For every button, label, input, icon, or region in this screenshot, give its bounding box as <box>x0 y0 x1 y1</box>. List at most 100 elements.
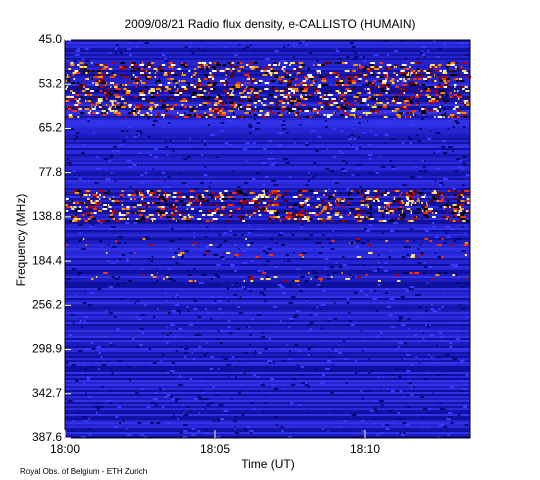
spectrogram-pixel <box>263 206 265 208</box>
spectrogram-pixel <box>416 102 420 104</box>
spectrogram-pixel <box>344 56 346 58</box>
spectrogram-pixel <box>96 412 98 414</box>
spectrogram-pixel <box>253 78 257 80</box>
spectrogram-pixel <box>326 114 331 116</box>
spectrogram-pixel <box>130 70 134 72</box>
spectrogram-pixel <box>396 102 402 104</box>
spectrogram-pixel <box>110 226 116 228</box>
spectrogram-pixel <box>462 162 466 164</box>
spectrogram-pixel <box>219 342 223 344</box>
spectrogram-pixel <box>289 110 295 112</box>
spectrogram-pixel <box>274 76 279 78</box>
spectrogram-pixel <box>236 62 240 64</box>
spectrogram-pixel <box>183 216 187 218</box>
spectrogram-row <box>65 364 470 366</box>
spectrogram-pixel <box>196 334 198 336</box>
spectrogram-pixel <box>298 190 302 192</box>
spectrogram-pixel <box>203 274 207 276</box>
y-tick-label: 65.2 <box>39 121 63 135</box>
spectrogram-pixel <box>365 80 368 82</box>
spectrogram-pixel <box>344 56 350 58</box>
spectrogram-pixel <box>227 62 233 64</box>
spectrogram-pixel <box>305 44 308 46</box>
spectrogram-pixel <box>290 100 294 102</box>
spectrogram-pixel <box>204 112 207 114</box>
spectrogram-pixel <box>414 76 418 78</box>
spectrogram-pixel <box>389 210 394 212</box>
spectrogram-pixel <box>173 204 175 206</box>
spectrogram-pixel <box>263 210 269 212</box>
spectrogram-row <box>65 392 470 394</box>
spectrogram-pixel <box>189 138 192 140</box>
spectrogram-pixel <box>285 162 290 164</box>
spectrogram-pixel <box>231 266 234 268</box>
spectrogram-pixel <box>199 198 204 200</box>
spectrogram-pixel <box>417 198 420 200</box>
spectrogram-pixel <box>341 62 345 64</box>
spectrogram-pixel <box>216 264 221 266</box>
spectrogram-pixel <box>314 314 317 316</box>
spectrogram-pixel <box>101 386 104 388</box>
spectrogram-pixel <box>397 280 401 282</box>
spectrogram-pixel <box>154 76 156 78</box>
spectrogram-pixel <box>167 66 172 68</box>
spectrogram-pixel <box>370 130 372 132</box>
spectrogram-pixel <box>408 382 412 384</box>
spectrogram-pixel <box>434 80 437 82</box>
spectrogram-pixel <box>207 84 213 86</box>
spectrogram-pixel <box>318 84 323 86</box>
spectrogram-pixel <box>83 86 85 88</box>
spectrogram-pixel <box>378 66 383 68</box>
spectrogram-pixel <box>316 284 321 286</box>
spectrogram-pixel <box>343 98 346 100</box>
spectrogram-pixel <box>257 352 262 354</box>
spectrogram-pixel <box>195 178 197 180</box>
spectrogram-pixel <box>207 214 213 216</box>
spectrogram-pixel <box>252 192 256 194</box>
spectrogram-pixel <box>391 166 396 168</box>
spectrogram-row <box>65 224 470 226</box>
spectrogram-pixel <box>174 252 178 254</box>
spectrogram-pixel <box>156 80 161 82</box>
spectrogram-pixel <box>178 328 183 330</box>
spectrogram-pixel <box>347 90 352 92</box>
spectrogram-pixel <box>192 86 196 88</box>
spectrogram-pixel <box>252 198 258 200</box>
spectrogram-pixel <box>236 366 238 368</box>
spectrogram-pixel <box>390 66 393 68</box>
spectrogram-pixel <box>353 128 355 130</box>
spectrogram-pixel <box>439 402 443 404</box>
spectrogram-pixel <box>148 66 151 68</box>
spectrogram-pixel <box>215 156 219 158</box>
spectrogram-pixel <box>363 74 368 76</box>
spectrogram-pixel <box>136 130 142 132</box>
spectrogram-pixel <box>195 366 198 368</box>
spectrogram-pixel <box>166 276 169 278</box>
spectrogram-pixel <box>89 110 92 112</box>
spectrogram-pixel <box>246 92 251 94</box>
spectrogram-pixel <box>317 242 322 244</box>
spectrogram-row <box>65 128 470 130</box>
spectrogram-row <box>65 94 470 96</box>
spectrogram-pixel <box>212 78 215 80</box>
spectrogram-pixel <box>215 102 220 104</box>
spectrogram-pixel <box>460 108 463 110</box>
spectrogram-pixel <box>253 374 257 376</box>
spectrogram-pixel <box>455 158 461 160</box>
spectrogram-pixel <box>68 164 72 166</box>
spectrogram-pixel <box>366 216 368 218</box>
spectrogram-pixel <box>456 112 461 114</box>
spectrogram-pixel <box>198 346 202 348</box>
spectrogram-row <box>65 240 470 242</box>
spectrogram-pixel <box>277 112 281 114</box>
spectrogram-pixel <box>155 82 157 84</box>
spectrogram-row <box>65 186 470 188</box>
spectrogram-pixel <box>169 248 173 250</box>
spectrogram-pixel <box>276 216 280 218</box>
spectrogram-pixel <box>109 216 114 218</box>
spectrogram-pixel <box>454 120 458 122</box>
y-tick-label: 53.2 <box>39 76 63 90</box>
spectrogram-pixel <box>157 190 161 192</box>
spectrogram-pixel <box>426 204 429 206</box>
spectrogram-row <box>65 74 470 76</box>
